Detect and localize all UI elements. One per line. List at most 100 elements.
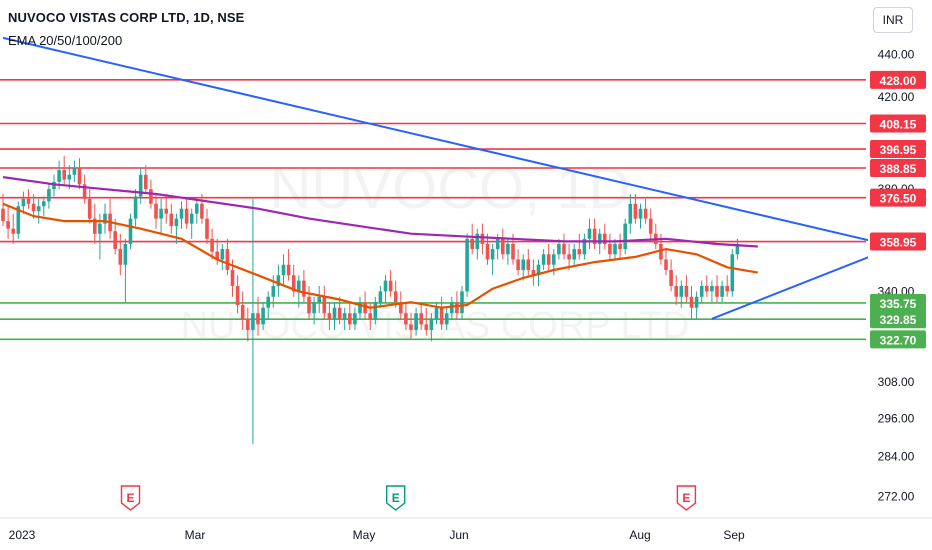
price-tick-label: 440.00 xyxy=(878,47,915,61)
candle-body xyxy=(608,243,612,255)
earnings-marker-icon[interactable] xyxy=(120,485,141,511)
candle-body xyxy=(669,269,673,286)
candle-body xyxy=(215,251,219,260)
time-tick-label: May xyxy=(353,528,376,542)
level-price-tag[interactable] xyxy=(870,114,926,133)
candle-body xyxy=(169,213,174,227)
candle-body xyxy=(485,243,490,260)
level-price-label: 396.95 xyxy=(880,143,917,157)
ema-line-orange[interactable] xyxy=(2,202,758,309)
candle-body xyxy=(541,254,546,265)
candle-body xyxy=(31,203,36,212)
candle-body xyxy=(133,196,138,219)
level-price-tag[interactable] xyxy=(870,158,926,177)
candle-body xyxy=(562,243,566,255)
earnings-marker-icon[interactable] xyxy=(676,485,697,511)
candle-body xyxy=(643,208,648,219)
candle-body xyxy=(674,285,678,297)
candle-body xyxy=(1,208,5,222)
time-axis: 2023 Mar May Jun Aug Sep xyxy=(0,517,932,542)
level-price-label: 388.85 xyxy=(880,162,917,176)
candle-body xyxy=(286,264,291,276)
candle-body xyxy=(195,203,199,214)
candle-body xyxy=(725,285,729,292)
level-price-tag[interactable] xyxy=(870,188,926,207)
candle-body xyxy=(572,249,576,260)
candle-body xyxy=(174,218,179,227)
level-price-tag[interactable] xyxy=(870,330,926,349)
time-tick-label: Jun xyxy=(449,528,468,542)
candle-body xyxy=(373,302,378,319)
candle-body xyxy=(684,285,689,297)
trendline-ascending[interactable] xyxy=(711,245,896,320)
candle-body xyxy=(235,285,240,305)
candle-body xyxy=(710,285,714,292)
candle-body xyxy=(419,313,423,325)
candle-body xyxy=(378,291,383,303)
level-price-tag[interactable] xyxy=(870,293,926,312)
indicator-legend[interactable]: EMA 20/50/100/200 xyxy=(8,33,123,48)
earnings-marker-label: E xyxy=(126,491,134,505)
chart-title: NUVOCO VISTAS CORP LTD, 1D, NSE xyxy=(8,10,245,25)
candle-body xyxy=(210,238,214,252)
time-tick-label: Sep xyxy=(723,528,745,542)
candle-body xyxy=(123,243,128,265)
candle-body xyxy=(42,201,46,207)
candle-body xyxy=(16,206,21,234)
price-tick-label: 420.00 xyxy=(878,90,915,104)
candle-body xyxy=(225,249,230,270)
candle-body xyxy=(470,238,474,250)
candle-body xyxy=(52,181,56,190)
level-price-label: 322.70 xyxy=(880,333,917,347)
candle-body xyxy=(633,203,638,219)
candle-body xyxy=(694,296,699,308)
candle-body xyxy=(521,259,525,270)
currency-button[interactable]: INR xyxy=(873,7,913,33)
candle-body xyxy=(730,254,735,292)
candle-body xyxy=(444,313,449,325)
candle-body xyxy=(87,198,92,219)
candle-body xyxy=(317,296,321,303)
earnings-marker-icon[interactable] xyxy=(386,485,406,511)
trendlines xyxy=(2,36,896,320)
candle-body xyxy=(220,249,225,260)
level-price-tag[interactable] xyxy=(870,310,926,329)
candle-body xyxy=(613,243,617,255)
candle-body xyxy=(383,280,388,292)
candle-body xyxy=(592,228,597,244)
candle-body xyxy=(404,313,408,325)
level-price-tag[interactable] xyxy=(870,70,926,89)
candle-body xyxy=(251,313,255,330)
candle-body xyxy=(154,203,158,219)
candle-body xyxy=(587,228,592,239)
candle-body xyxy=(149,189,153,204)
candle-body xyxy=(159,208,163,219)
candle-body xyxy=(358,302,362,314)
candle-body xyxy=(557,243,561,255)
trendline-descending[interactable] xyxy=(2,36,896,248)
candle-body xyxy=(368,313,372,319)
candle-body xyxy=(26,198,31,204)
candle-body xyxy=(353,313,357,325)
candle-body xyxy=(546,254,551,265)
ema-line-purple[interactable] xyxy=(2,176,758,248)
candle-body xyxy=(434,307,439,319)
candle-body xyxy=(409,324,413,330)
candle-body xyxy=(465,238,469,292)
candle-body xyxy=(603,233,607,244)
candle-body xyxy=(57,170,61,182)
level-price-label: 428.00 xyxy=(880,74,917,88)
candle-body xyxy=(189,213,194,224)
candle-body xyxy=(297,280,301,292)
candle-body xyxy=(72,167,77,175)
level-price-tag[interactable] xyxy=(870,232,926,251)
candle-body xyxy=(200,203,204,219)
candle-body xyxy=(450,302,454,314)
candle-body xyxy=(82,184,87,199)
candle-body xyxy=(597,233,602,244)
candle-body xyxy=(164,208,168,214)
candle-body xyxy=(460,291,464,314)
level-price-tag[interactable] xyxy=(870,140,926,159)
